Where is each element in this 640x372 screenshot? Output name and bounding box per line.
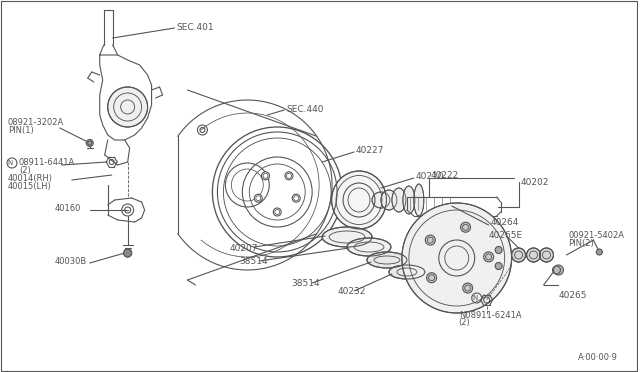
Ellipse shape (392, 188, 406, 212)
Text: (2): (2) (459, 318, 470, 327)
Ellipse shape (332, 171, 387, 229)
Circle shape (484, 252, 493, 262)
Ellipse shape (414, 184, 424, 216)
Circle shape (495, 263, 502, 269)
Text: 08911-6441A: 08911-6441A (19, 157, 75, 167)
Text: 40222: 40222 (431, 170, 459, 180)
Text: 38514: 38514 (239, 257, 268, 266)
Circle shape (463, 283, 473, 293)
Circle shape (254, 194, 262, 202)
Circle shape (262, 172, 269, 180)
Text: 40207: 40207 (229, 244, 258, 253)
Circle shape (596, 249, 602, 255)
Ellipse shape (403, 186, 415, 214)
Text: 40160: 40160 (55, 203, 81, 212)
Circle shape (402, 203, 511, 313)
Circle shape (554, 265, 563, 275)
Circle shape (273, 208, 281, 216)
Text: 40265: 40265 (559, 291, 587, 299)
Text: (2): (2) (19, 166, 31, 174)
Text: 40210: 40210 (416, 171, 444, 180)
Text: 08921-3202A: 08921-3202A (8, 118, 64, 126)
Ellipse shape (347, 238, 391, 256)
Text: N08911-6241A: N08911-6241A (459, 311, 522, 320)
Circle shape (495, 247, 502, 253)
Text: 40202: 40202 (520, 177, 549, 186)
Text: 40264: 40264 (491, 218, 519, 227)
Text: 00921-5402A: 00921-5402A (568, 231, 625, 240)
Text: N: N (472, 295, 477, 301)
Text: N: N (7, 160, 13, 166)
Text: PIN(2): PIN(2) (568, 238, 594, 247)
Text: A·00·00·9: A·00·00·9 (579, 353, 618, 362)
Circle shape (124, 249, 132, 257)
Text: 40030B: 40030B (55, 257, 87, 266)
Text: SEC.401: SEC.401 (177, 22, 214, 32)
Circle shape (285, 172, 293, 180)
Ellipse shape (511, 248, 525, 262)
Ellipse shape (527, 248, 541, 262)
Ellipse shape (367, 252, 407, 268)
Circle shape (426, 235, 435, 245)
Circle shape (427, 273, 436, 283)
Ellipse shape (540, 248, 554, 262)
Text: 38514: 38514 (291, 279, 320, 289)
Text: PIN(1): PIN(1) (8, 125, 34, 135)
Circle shape (124, 249, 132, 257)
Text: 40227: 40227 (356, 145, 385, 154)
Ellipse shape (381, 190, 397, 210)
Ellipse shape (372, 192, 390, 208)
Text: 40014(RH): 40014(RH) (8, 173, 53, 183)
Circle shape (292, 194, 300, 202)
Text: 40232: 40232 (337, 288, 365, 296)
Text: 40015(LH): 40015(LH) (8, 182, 52, 190)
Circle shape (108, 87, 148, 127)
Circle shape (461, 222, 470, 232)
Circle shape (86, 140, 93, 147)
Ellipse shape (389, 265, 425, 279)
Text: SEC.440: SEC.440 (286, 105, 324, 113)
Ellipse shape (322, 227, 372, 247)
Text: 40265E: 40265E (489, 231, 523, 240)
